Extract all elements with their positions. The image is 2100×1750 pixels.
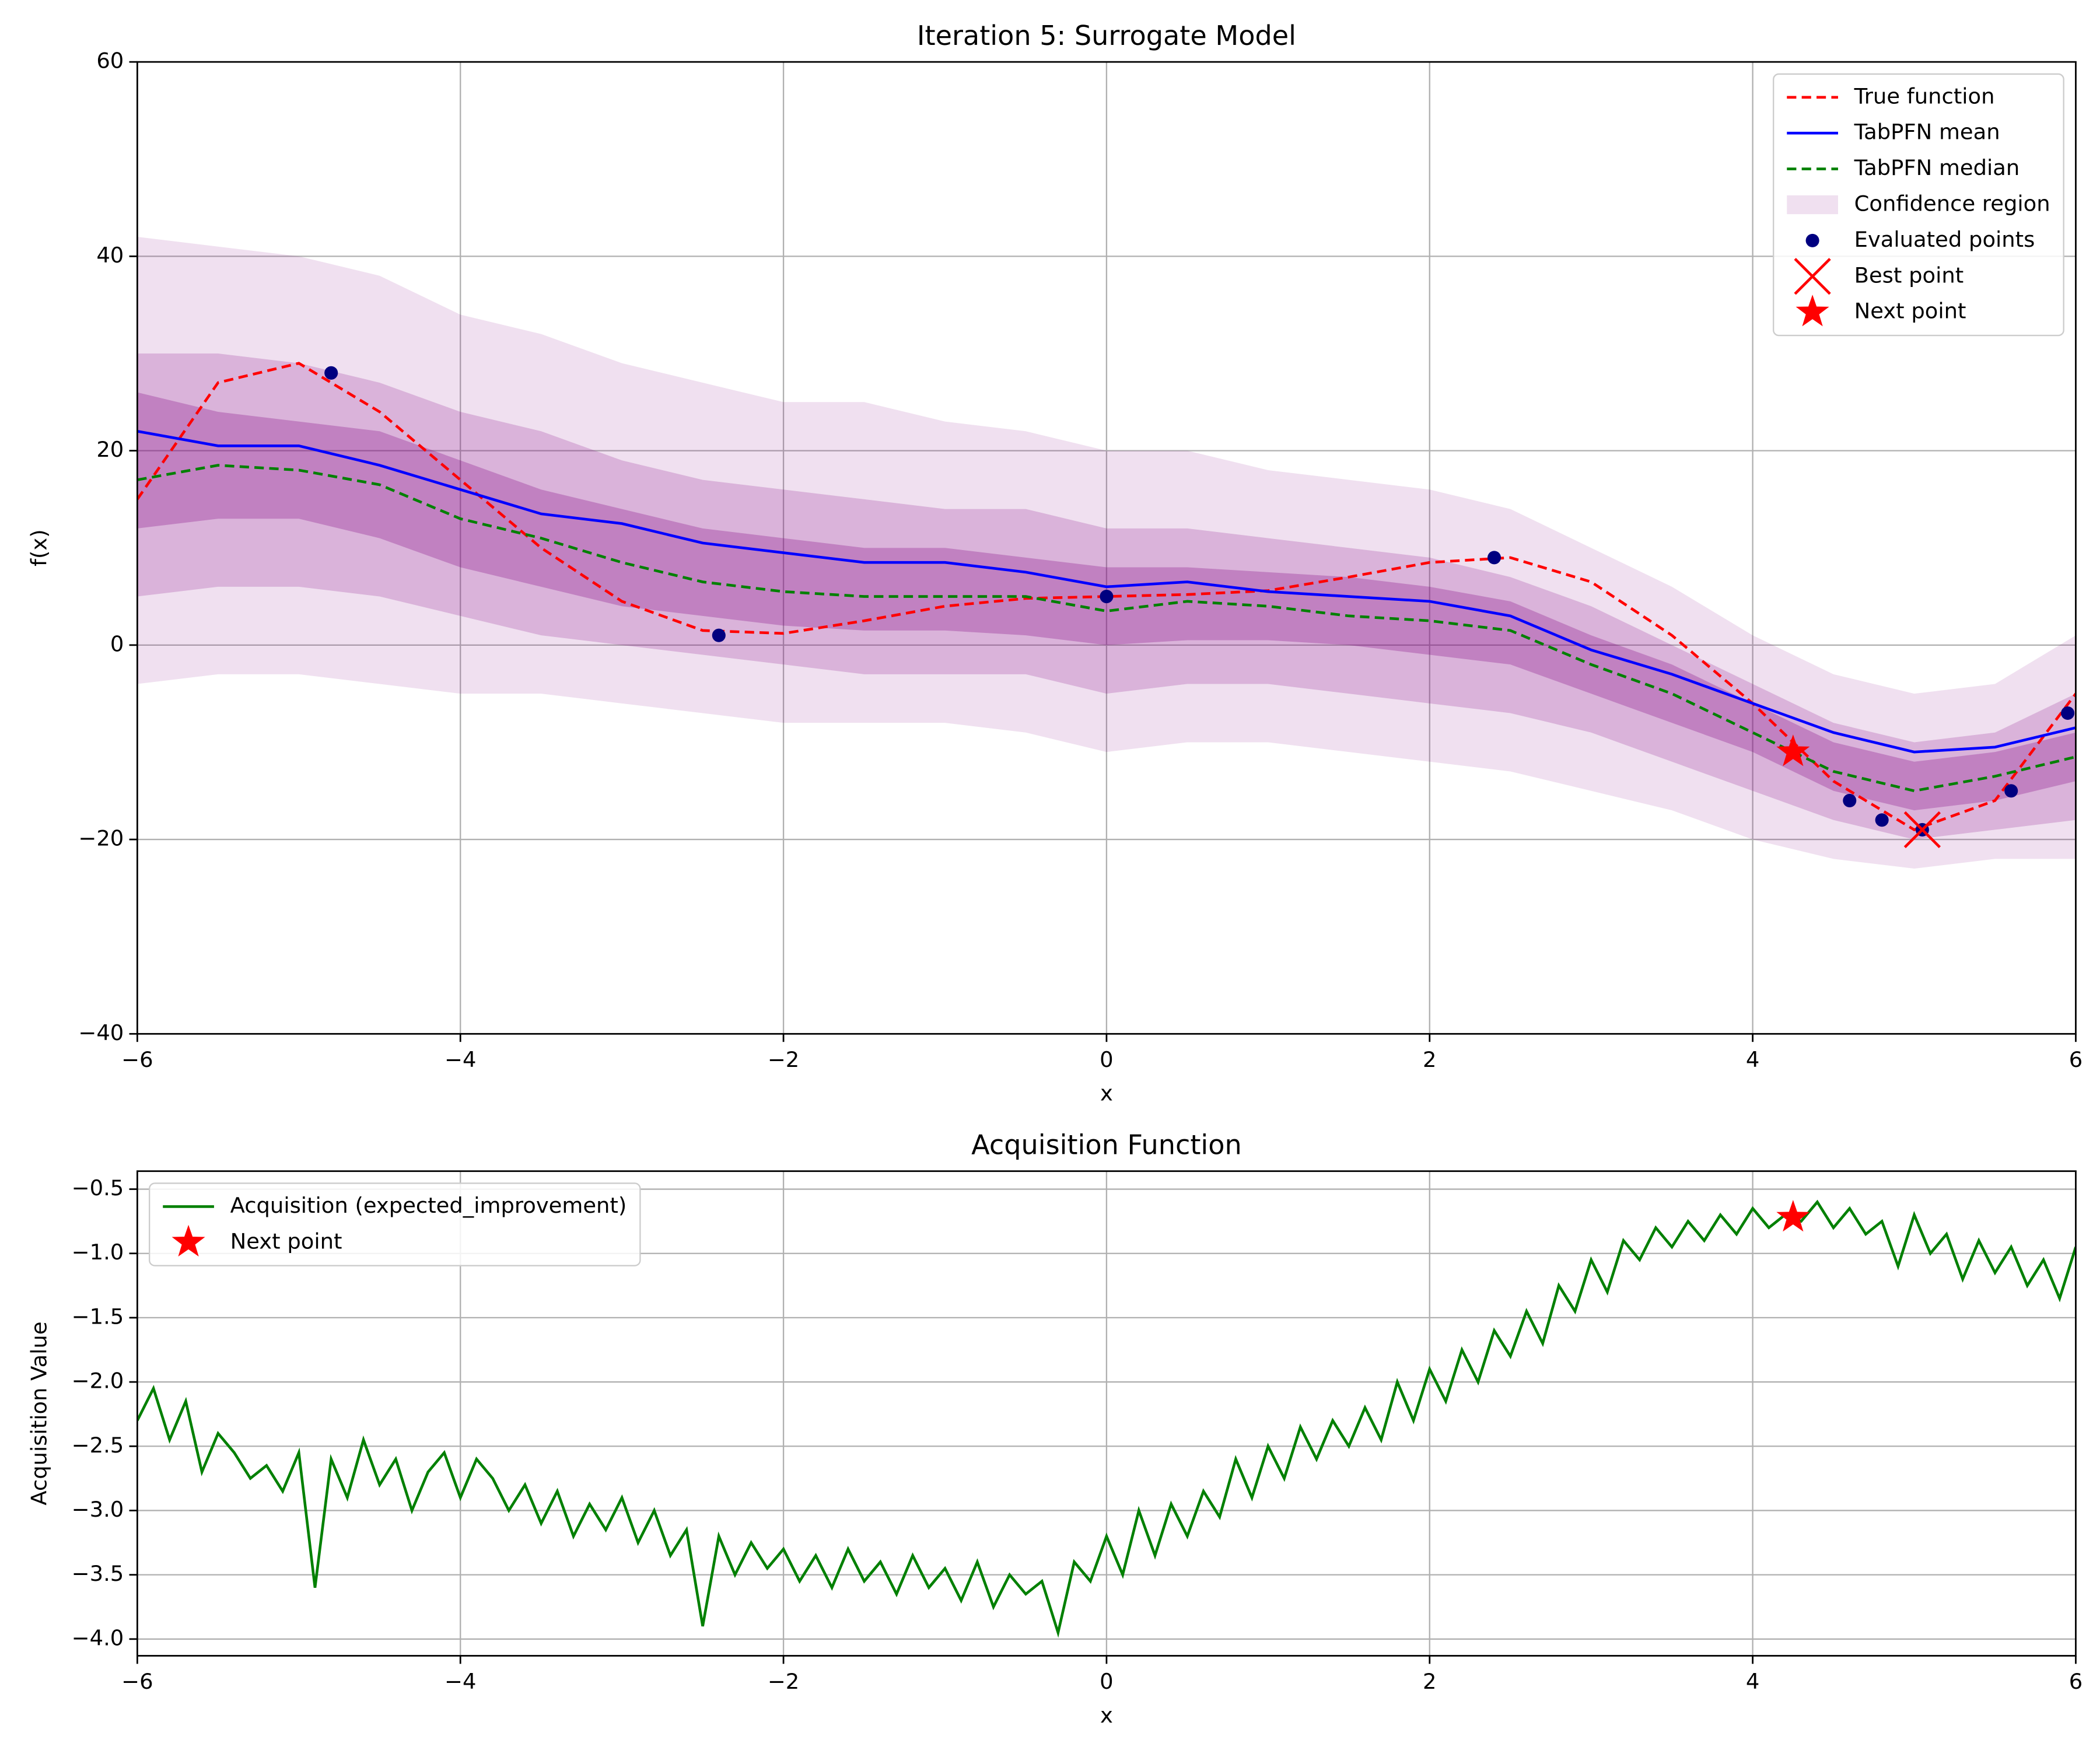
y-tick-label: 40 (96, 243, 124, 268)
x-tick-label: 6 (2069, 1669, 2082, 1694)
x-point (1794, 258, 1831, 295)
legend-label: TabPFN mean (1854, 120, 2000, 145)
star-point (1796, 295, 1829, 327)
legend-label: Acquisition (expected_improvement) (230, 1193, 627, 1218)
x-tick-label: −4 (444, 1669, 476, 1694)
confidence-band (137, 237, 2076, 869)
y-axis-label: f(x) (27, 529, 52, 566)
x-axis-label: x (1100, 1081, 1113, 1106)
legend-swatch (1787, 195, 1838, 215)
x-tick-label: −2 (768, 1047, 799, 1072)
y-axis-label: Acquisition Value (27, 1321, 52, 1505)
point (2061, 706, 2075, 720)
y-tick-label: −4.0 (72, 1625, 124, 1650)
point (1100, 590, 1114, 604)
plot-area (137, 62, 2076, 1034)
x-tick-label: 4 (1746, 1669, 1759, 1694)
y-tick-label: −3.5 (72, 1561, 124, 1586)
x-tick-label: 4 (1746, 1047, 1759, 1072)
series-line (137, 464, 2076, 793)
legend-label: True function (1854, 83, 1995, 108)
star-point (172, 1224, 205, 1257)
legend: True function TabPFN mean TabPFN median Con… (1773, 73, 2064, 337)
point (1805, 233, 1819, 247)
y-tick-label: −2.0 (72, 1368, 124, 1394)
legend-label: Evaluated points (1854, 227, 2035, 252)
legend-label: Best point (1854, 262, 1964, 288)
legend-label: Confidence region (1854, 191, 2050, 216)
x-stroke (1903, 811, 1941, 849)
point (324, 366, 338, 380)
y-tick-label: 60 (96, 48, 124, 74)
x-tick-label: −6 (121, 1669, 153, 1694)
point (1843, 793, 1857, 807)
legend-label: Next point (230, 1228, 342, 1254)
point (1488, 551, 1502, 565)
series-line (137, 430, 2076, 754)
x-point (1903, 811, 1941, 849)
legend: Acquisition (expected_improvement) Next p… (149, 1182, 641, 1266)
axes-frame (136, 1170, 2077, 1657)
x-tick-label: −4 (444, 1047, 476, 1072)
star-point (1776, 734, 1810, 766)
x-stroke (1794, 258, 1831, 295)
x-tick-label: −6 (121, 1047, 153, 1072)
point (1875, 813, 1889, 827)
legend-label: Next point (1854, 299, 1966, 324)
legend-box (149, 1182, 641, 1266)
point (2004, 784, 2018, 798)
x-tick-label: 0 (1100, 1669, 1113, 1694)
x-tick-label: 2 (1423, 1047, 1436, 1072)
x-tick-label: 2 (1423, 1669, 1436, 1694)
x-tick-label: −2 (768, 1669, 799, 1694)
y-tick-label: −40 (78, 1020, 124, 1045)
y-tick-label: 0 (110, 631, 124, 656)
legend-box (1773, 73, 2064, 337)
y-tick-label: −20 (78, 826, 124, 851)
y-tick-label: −1.0 (72, 1240, 124, 1265)
chart-title: Acquisition Function (971, 1129, 1242, 1161)
axes-frame (136, 61, 2077, 1035)
y-tick-label: −1.5 (72, 1304, 124, 1329)
x-axis-label: x (1100, 1703, 1113, 1728)
x-tick-label: 0 (1100, 1047, 1113, 1072)
series-line (137, 1199, 2076, 1638)
chart-title: Iteration 5: Surrogate Model (917, 20, 1296, 51)
point (712, 628, 726, 642)
x-tick-label: 6 (2069, 1047, 2082, 1072)
y-tick-label: −2.5 (72, 1433, 124, 1458)
star-point (1776, 1200, 1810, 1232)
legend-label: TabPFN median (1854, 155, 2020, 180)
y-tick-label: −3.0 (72, 1497, 124, 1522)
y-tick-label: −0.5 (72, 1175, 124, 1200)
y-tick-label: 20 (96, 437, 124, 462)
